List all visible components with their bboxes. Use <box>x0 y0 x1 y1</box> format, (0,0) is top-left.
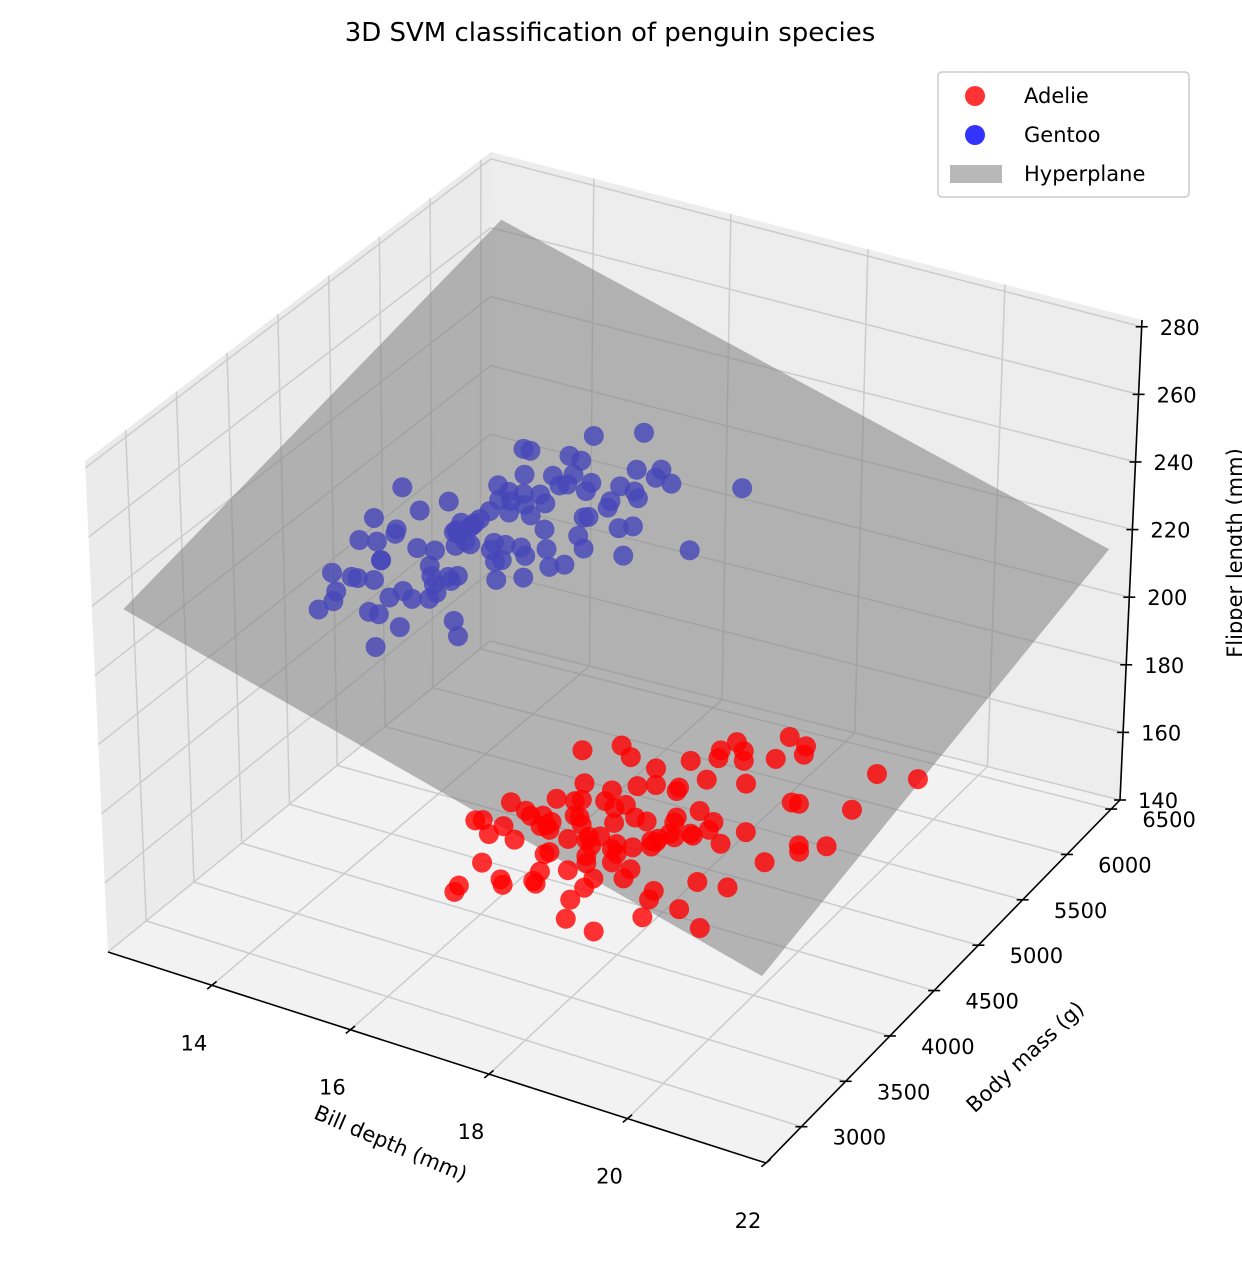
z-axis-label: Flipper length (mm) <box>1223 448 1242 658</box>
adelie-point <box>683 826 703 846</box>
adelie-point <box>606 844 626 864</box>
legend-label-adelie: Adelie <box>1024 84 1089 108</box>
adelie-point <box>537 815 557 835</box>
x-tick-label: 18 <box>458 1120 485 1144</box>
adelie-point <box>789 842 809 862</box>
adelie-point <box>766 749 786 769</box>
legend-label-hyperplane: Hyperplane <box>1024 162 1145 186</box>
adelie-point <box>602 780 622 800</box>
y-tick-label: 6000 <box>1098 853 1151 877</box>
adelie-point <box>644 881 664 901</box>
legend-marker-gentoo <box>965 125 985 145</box>
adelie-point <box>572 740 592 760</box>
adelie-point <box>505 830 525 850</box>
y-tick-label: 3500 <box>877 1080 930 1104</box>
y-tick-label: 3000 <box>833 1126 886 1150</box>
adelie-point <box>637 811 657 831</box>
x-tick-label: 14 <box>181 1031 208 1055</box>
y-axis-label: Body mass (g) <box>962 997 1089 1118</box>
adelie-point <box>621 747 641 767</box>
adelie-point <box>530 862 550 882</box>
adelie-point <box>616 795 636 815</box>
adelie-point <box>572 815 592 835</box>
y-tick-label: 4000 <box>921 1035 974 1059</box>
adelie-point <box>736 774 756 794</box>
adelie-point <box>681 751 701 771</box>
adelie-point <box>556 909 576 929</box>
z-tick-label: 280 <box>1160 316 1200 340</box>
adelie-point <box>632 907 652 927</box>
adelie-point <box>817 836 837 856</box>
adelie-point <box>667 781 687 801</box>
legend-marker-hyperplane <box>950 165 1002 183</box>
adelie-point <box>479 824 499 844</box>
adelie-point <box>558 860 578 880</box>
x-tick-label: 16 <box>319 1076 346 1100</box>
y-tick-label: 5000 <box>1010 944 1063 968</box>
adelie-point <box>734 751 754 771</box>
adelie-point <box>583 868 603 888</box>
adelie-point <box>789 794 809 814</box>
adelie-point <box>516 801 536 821</box>
z-tick-label: 200 <box>1147 586 1187 610</box>
adelie-point <box>718 877 738 897</box>
adelie-point <box>535 844 555 864</box>
z-tick-label: 180 <box>1144 654 1184 678</box>
adelie-point <box>690 918 710 938</box>
adelie-point <box>908 769 928 789</box>
chart-title: 3D SVM classification of penguin species <box>345 18 876 48</box>
adelie-point <box>628 776 648 796</box>
legend: Adelie Gentoo Hyperplane <box>938 72 1189 197</box>
adelie-point <box>755 852 775 872</box>
adelie-point <box>697 770 717 790</box>
y-tick-label: 5500 <box>1054 899 1107 923</box>
adelie-point <box>669 899 689 919</box>
legend-label-gentoo: Gentoo <box>1024 123 1100 147</box>
adelie-point <box>584 921 604 941</box>
adelie-point <box>449 876 469 896</box>
x-tick-label: 22 <box>735 1209 762 1233</box>
adelie-point <box>646 775 666 795</box>
z-tick-label: 260 <box>1157 383 1197 407</box>
adelie-point <box>667 807 687 827</box>
z-tick-label: 160 <box>1141 721 1181 745</box>
x-tick-label: 20 <box>596 1165 623 1189</box>
z-tick-label: 140 <box>1138 789 1178 813</box>
x-axis-label: Bill depth (mm) <box>311 1101 471 1187</box>
adelie-point <box>711 834 731 854</box>
adelie-point <box>614 868 634 888</box>
adelie-point <box>560 890 580 910</box>
adelie-point <box>736 822 756 842</box>
adelie-point <box>641 836 661 856</box>
adelie-point <box>687 872 707 892</box>
adelie-point <box>547 789 567 809</box>
adelie-point <box>794 745 814 765</box>
y-tick-label: 4500 <box>965 990 1018 1014</box>
z-tick-label: 240 <box>1153 451 1193 475</box>
adelie-point <box>842 800 862 820</box>
adelie-point <box>867 764 887 784</box>
adelie-point <box>604 813 624 833</box>
adelie-point <box>472 853 492 873</box>
adelie-point <box>493 875 513 895</box>
legend-marker-adelie <box>965 86 985 106</box>
z-tick-label: 220 <box>1150 519 1190 543</box>
